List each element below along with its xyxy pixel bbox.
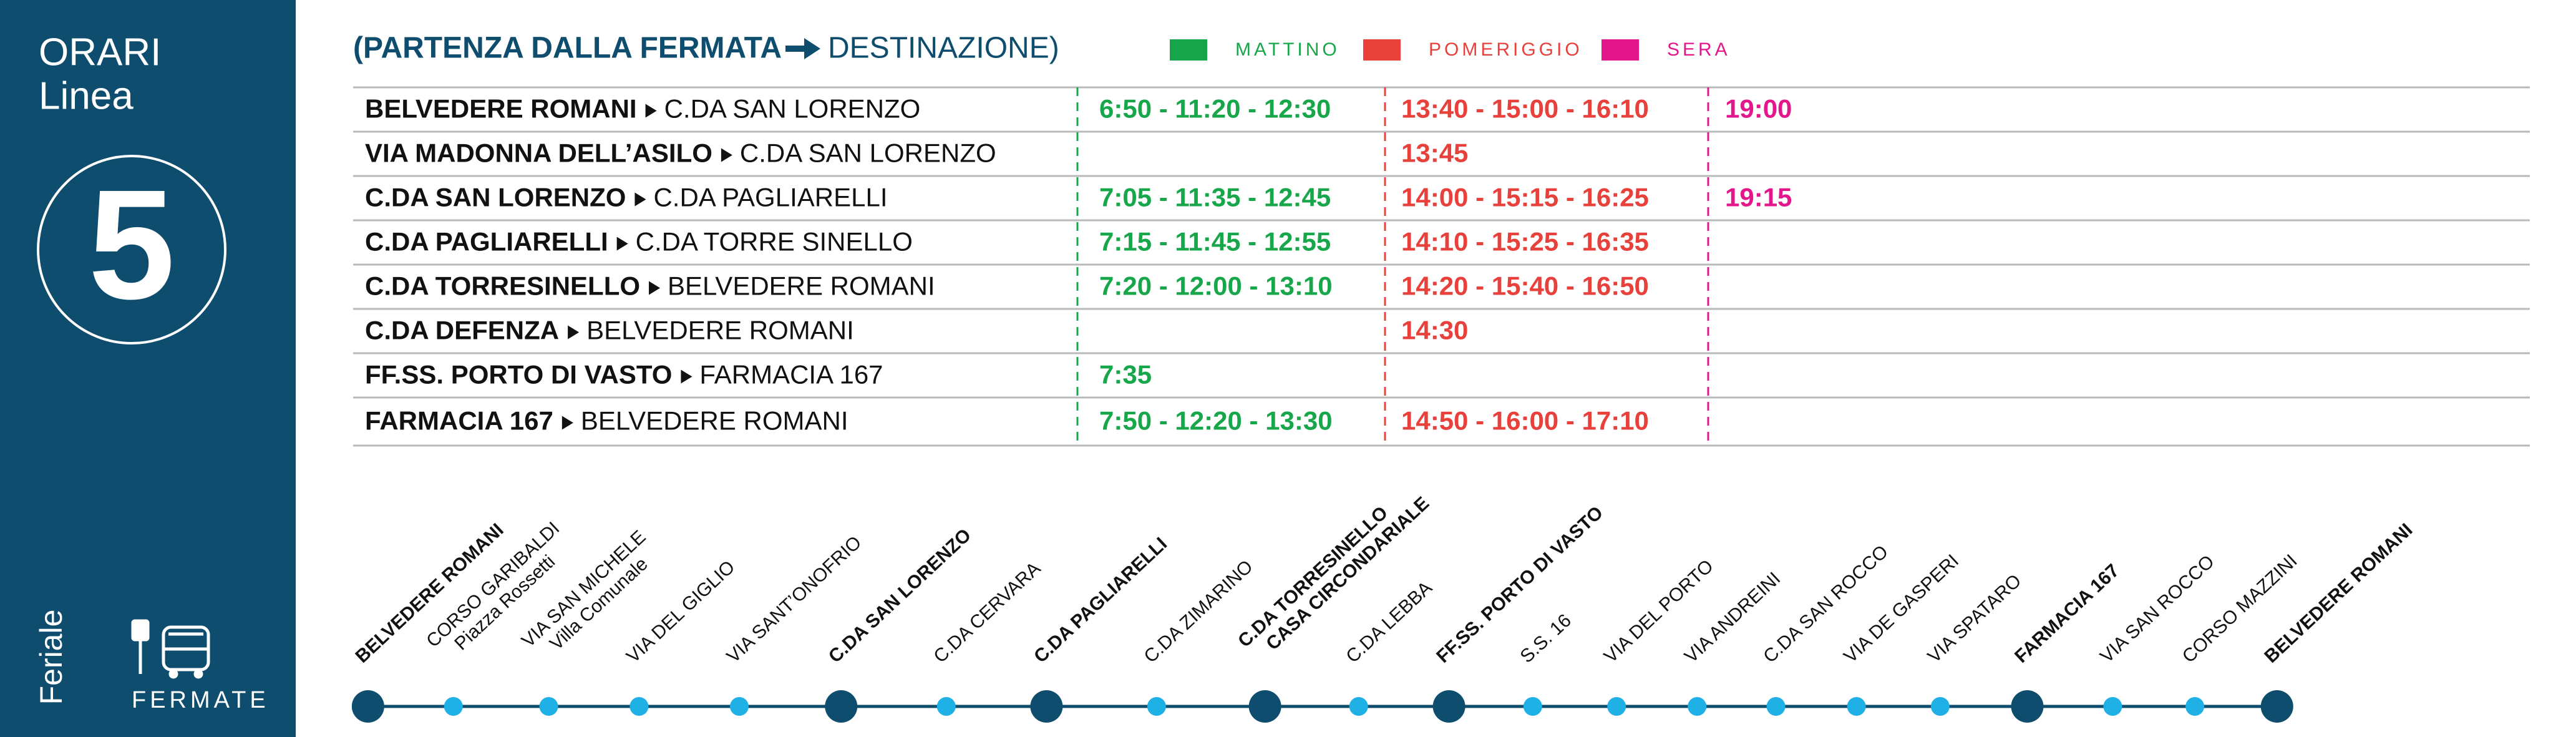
route-from: C.DA DEFENZA: [365, 316, 559, 345]
stop: [1523, 697, 1542, 716]
legend-swatch: [1601, 39, 1639, 61]
route-from: C.DA SAN LORENZO: [365, 183, 626, 212]
departure-times: 7:50 - 12:20 - 13:30: [1099, 406, 1333, 436]
stop-name: C.DA CERVARA: [930, 558, 1044, 667]
route-to: C.DA TORRE SINELLO: [636, 227, 913, 256]
departure-times: 14:50 - 16:00 - 17:10: [1401, 406, 1649, 436]
major-stop: [825, 690, 858, 723]
departure-times: 14:30: [1401, 316, 1468, 345]
stop-label: C.DA CERVARA: [930, 558, 1044, 667]
stop: [1349, 697, 1368, 716]
stop: [1607, 697, 1626, 716]
route-arrow: [616, 237, 628, 251]
line-number: 5: [88, 157, 175, 331]
departure-times: 13:45: [1401, 139, 1468, 168]
route-to: BELVEDERE ROMANI: [586, 316, 854, 345]
departure-times: 6:50 - 11:20 - 12:30: [1099, 94, 1331, 124]
sidebar-title: ORARI: [39, 31, 161, 74]
major-stop: [351, 690, 384, 723]
header-destination: DESTINAZIONE): [828, 32, 1059, 65]
legend-label: MATTINO: [1235, 39, 1340, 60]
departure-times: 7:20 - 12:00 - 13:10: [1099, 271, 1333, 301]
stop: [539, 697, 558, 716]
stop-name: C.DA ZIMARINO: [1140, 556, 1257, 667]
legend-swatch: [1170, 39, 1207, 61]
departure-times: 7:05 - 11:35 - 12:45: [1099, 183, 1331, 212]
stop: [444, 697, 463, 716]
route-from: BELVEDERE ROMANI: [365, 94, 637, 124]
sidebar: [0, 0, 296, 737]
legend-swatch: [1363, 39, 1401, 61]
stop: [1847, 697, 1866, 716]
major-stop: [2011, 690, 2044, 723]
major-stop: [1030, 690, 1063, 723]
line-circle: [37, 155, 226, 344]
stop: [1930, 697, 1950, 716]
route-from: VIA MADONNA DELL’ASILO: [365, 139, 712, 168]
route-arrow: [634, 192, 646, 207]
stop: [2185, 697, 2205, 716]
legend-label: SERA: [1667, 39, 1731, 60]
sidebar-subtitle: Linea: [39, 74, 134, 117]
stop: [729, 697, 749, 716]
stop-name: BELVEDERE ROMANI: [2260, 520, 2416, 667]
route-to: BELVEDERE ROMANI: [581, 406, 848, 436]
stop-label: S.S. 16: [1517, 610, 1575, 667]
departure-times: 14:00 - 15:15 - 16:25: [1401, 183, 1649, 212]
route-from: C.DA TORRESINELLO: [365, 271, 640, 301]
stop-label: C.DA ZIMARINO: [1140, 556, 1257, 667]
route-to: C.DA SAN LORENZO: [664, 94, 921, 124]
stop: [629, 697, 649, 716]
departure-times: 14:10 - 15:25 - 16:35: [1401, 227, 1649, 256]
departure-times: 14:20 - 15:40 - 16:50: [1401, 271, 1649, 301]
departure-times: 13:40 - 15:00 - 16:10: [1401, 94, 1649, 124]
route-from: C.DA PAGLIARELLI: [365, 227, 608, 256]
stop-name: CASA CIRCONDARIALE: [1262, 493, 1433, 655]
bus-stop-icon: [131, 619, 210, 679]
stop-name: FF.SS. PORTO DI VASTO: [1432, 502, 1607, 667]
departure-times: 7:15 - 11:45 - 12:55: [1099, 227, 1331, 256]
departure-times: 19:15: [1725, 183, 1792, 212]
route-arrow: [568, 325, 580, 339]
route-from: FARMACIA 167: [365, 406, 553, 436]
route-to: BELVEDERE ROMANI: [668, 271, 935, 301]
stop-name: C.DA LEBBA: [1342, 577, 1436, 667]
stop: [2103, 697, 2122, 716]
route-from: FF.SS. PORTO DI VASTO: [365, 360, 672, 389]
route-arrow: [681, 369, 693, 384]
major-stop: [1432, 690, 1465, 723]
departure-times: 7:35: [1099, 360, 1152, 389]
major-stop: [1248, 690, 1281, 723]
major-stop: [2260, 690, 2293, 723]
route-arrow: [645, 104, 657, 118]
stop-label: C.DA LEBBA: [1342, 577, 1436, 667]
route-to: FARMACIA 167: [699, 360, 883, 389]
legend-label: POMERIGGIO: [1429, 39, 1583, 60]
header-arrow: [785, 38, 820, 59]
stops-label: FERMATE: [132, 687, 270, 713]
stop: [1766, 697, 1786, 716]
stop: [936, 697, 956, 716]
route-arrow: [721, 148, 732, 162]
stop: [1147, 697, 1166, 716]
stop-name: S.S. 16: [1517, 610, 1575, 667]
route-to: C.DA SAN LORENZO: [740, 139, 996, 168]
route-to: C.DA PAGLIARELLI: [653, 183, 887, 212]
day-type: Feriale: [34, 610, 69, 705]
header-departure: (PARTENZA DALLA FERMATA: [353, 32, 782, 65]
departure-times: 19:00: [1725, 94, 1792, 124]
route-arrow: [649, 281, 661, 295]
route-arrow: [561, 416, 573, 430]
stop-label: FF.SS. PORTO DI VASTO: [1432, 502, 1607, 667]
stop: [1688, 697, 1707, 716]
stop-label: BELVEDERE ROMANI: [2260, 520, 2416, 667]
